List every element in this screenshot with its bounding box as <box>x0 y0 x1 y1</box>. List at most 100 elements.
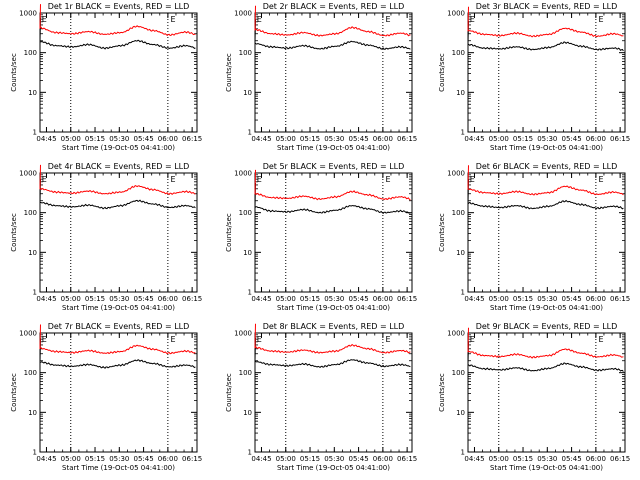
y-tick-label: 100 <box>452 369 465 377</box>
x-tick-label: 05:45 <box>561 455 581 463</box>
x-tick-label: 05:45 <box>348 135 368 143</box>
event-marker-label: E <box>598 15 603 24</box>
x-tick-label: 05:30 <box>324 135 344 143</box>
y-axis-label: Counts/sec <box>438 53 446 92</box>
x-tick-label: 04:45 <box>36 135 56 143</box>
x-tick-label: 06:15 <box>397 135 417 143</box>
y-tick-label: 1000 <box>447 170 465 178</box>
y-tick-label: 100 <box>239 369 252 377</box>
y-tick-label: 1 <box>33 449 37 457</box>
y-tick-label: 100 <box>24 49 37 57</box>
x-axis-label: Start Time (19-Oct-05 04:41:00) <box>277 464 390 472</box>
y-tick-label: 1 <box>248 449 252 457</box>
x-tick-label: 05:15 <box>85 295 105 303</box>
event-marker-label: E <box>385 335 390 344</box>
y-axis-label: Counts/sec <box>438 213 446 252</box>
detector-panel: Det 4r BLACK = Events, RED = LLD 1 10 100 10… <box>10 162 202 312</box>
panel-title: Det 1r BLACK = Events, RED = LLD <box>48 2 190 11</box>
x-tick-label: 04:45 <box>36 295 56 303</box>
y-tick-label: 1 <box>248 289 252 297</box>
x-tick-label: 04:45 <box>464 135 484 143</box>
plot-frame <box>254 332 413 453</box>
y-axis-label: Counts/sec <box>225 53 233 92</box>
y-axis-label: Counts/sec <box>10 373 18 412</box>
x-axis-label: Start Time (19-Oct-05 04:41:00) <box>62 144 175 152</box>
x-tick-label: 04:45 <box>251 455 271 463</box>
event-marker-label: E <box>257 335 262 344</box>
x-tick-label: 05:00 <box>276 295 296 303</box>
y-axis-label: Counts/sec <box>225 373 233 412</box>
x-tick-label: 04:45 <box>251 295 271 303</box>
event-marker-label: E <box>170 175 175 184</box>
panel-title: Det 5r BLACK = Events, RED = LLD <box>263 162 405 171</box>
detector-panel: Det 8r BLACK = Events, RED = LLD 1 10 100 10… <box>225 322 417 472</box>
events-series-line <box>467 20 624 52</box>
x-tick-label: 05:30 <box>537 295 557 303</box>
x-tick-label: 05:00 <box>61 295 81 303</box>
event-marker-label: E <box>170 15 175 24</box>
x-tick-label: 06:00 <box>373 135 393 143</box>
plot-frame <box>254 172 413 293</box>
x-tick-label: 05:00 <box>489 455 509 463</box>
x-tick-label: 06:00 <box>586 135 606 143</box>
event-marker-label: E <box>470 335 475 344</box>
x-tick-label: 05:30 <box>109 455 129 463</box>
x-tick-label: 06:15 <box>182 455 202 463</box>
y-tick-label: 10 <box>243 409 252 417</box>
x-tick-label: 05:00 <box>61 135 81 143</box>
x-tick-label: 05:45 <box>133 455 153 463</box>
plot-frame <box>467 332 626 453</box>
x-tick-label: 06:15 <box>397 455 417 463</box>
lld-series-line <box>39 164 196 196</box>
event-marker-label: E <box>470 175 475 184</box>
panel-title: Det 4r BLACK = Events, RED = LLD <box>48 162 190 171</box>
detector-panel: Det 5r BLACK = Events, RED = LLD 1 10 100 10… <box>225 162 417 312</box>
x-tick-label: 04:45 <box>36 455 56 463</box>
x-tick-label: 05:30 <box>324 455 344 463</box>
event-marker-label: E <box>385 15 390 24</box>
events-series-line <box>254 182 411 214</box>
lld-series-line <box>39 4 196 37</box>
panel-title: Det 7r BLACK = Events, RED = LLD <box>48 322 190 331</box>
y-tick-label: 1 <box>248 129 252 137</box>
events-series-line <box>467 179 624 210</box>
events-series-line <box>467 341 624 372</box>
detector-panel: Det 6r BLACK = Events, RED = LLD 1 10 100 10… <box>438 162 630 312</box>
x-tick-label: 06:00 <box>373 455 393 463</box>
y-tick-label: 10 <box>456 409 465 417</box>
event-marker-label: E <box>257 15 262 24</box>
panel-title: Det 9r BLACK = Events, RED = LLD <box>476 322 618 331</box>
x-tick-label: 06:00 <box>586 455 606 463</box>
lld-series-line <box>39 324 196 355</box>
y-tick-label: 100 <box>239 49 252 57</box>
y-tick-label: 100 <box>452 49 465 57</box>
event-marker-label: E <box>598 335 603 344</box>
panel-title: Det 8r BLACK = Events, RED = LLD <box>263 322 405 331</box>
y-tick-label: 10 <box>28 409 37 417</box>
panel-title: Det 6r BLACK = Events, RED = LLD <box>476 162 618 171</box>
x-tick-label: 05:00 <box>489 135 509 143</box>
y-tick-label: 1000 <box>19 170 37 178</box>
detector-panel: Det 9r BLACK = Events, RED = LLD 1 10 100 10… <box>438 322 630 472</box>
x-axis-label: Start Time (19-Oct-05 04:41:00) <box>62 464 175 472</box>
x-tick-label: 05:00 <box>276 455 296 463</box>
lld-series-line <box>254 169 411 201</box>
event-marker-label: E <box>42 15 47 24</box>
x-tick-label: 05:45 <box>561 295 581 303</box>
x-tick-label: 06:00 <box>158 135 178 143</box>
y-tick-label: 1 <box>461 129 465 137</box>
x-tick-label: 06:15 <box>610 455 630 463</box>
x-axis-label: Start Time (19-Oct-05 04:41:00) <box>277 304 390 312</box>
x-axis-label: Start Time (19-Oct-05 04:41:00) <box>490 304 603 312</box>
plot-frame <box>39 172 198 293</box>
y-tick-label: 1 <box>33 129 37 137</box>
x-tick-label: 06:15 <box>182 135 202 143</box>
x-tick-label: 05:15 <box>300 455 320 463</box>
x-tick-label: 05:15 <box>513 295 533 303</box>
y-tick-label: 1 <box>33 289 37 297</box>
lld-series-line <box>467 6 624 38</box>
x-tick-label: 05:15 <box>85 455 105 463</box>
event-marker-label: E <box>170 335 175 344</box>
x-tick-label: 05:00 <box>276 135 296 143</box>
event-marker-label: E <box>385 175 390 184</box>
